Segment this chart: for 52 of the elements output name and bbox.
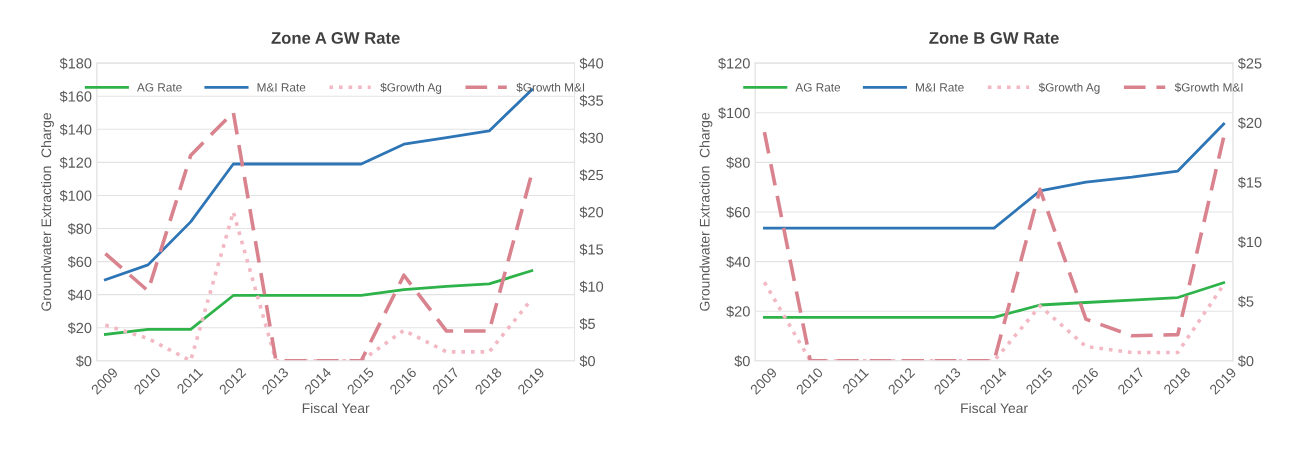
y-tick-label: $80 bbox=[726, 156, 750, 169]
y-tick-label: $100 bbox=[718, 107, 750, 120]
y-tick-label: $120 bbox=[718, 57, 750, 70]
y-tick-label: $140 bbox=[59, 123, 92, 136]
legend-label: M&I Rate bbox=[257, 83, 306, 92]
y-tick-label: $20 bbox=[67, 322, 92, 335]
y2-tick-label: $15 bbox=[579, 243, 604, 256]
x-axis-title: Fiscal Year bbox=[302, 402, 370, 414]
legend-label: $Growth M&I bbox=[516, 82, 585, 93]
line-series bbox=[762, 130, 1226, 361]
y-tick-label: $80 bbox=[67, 222, 92, 235]
y2-tick-label: $35 bbox=[579, 94, 604, 107]
y2-tick-label: $15 bbox=[1237, 176, 1262, 189]
y2-tick-label: $25 bbox=[1237, 57, 1262, 70]
legend-label: $Growth Ag bbox=[1038, 82, 1100, 94]
y2-tick-label: $20 bbox=[579, 206, 604, 219]
line-series bbox=[762, 280, 1226, 361]
y2-tick-label: $0 bbox=[1237, 355, 1254, 368]
y-tick-label: $180 bbox=[59, 57, 92, 70]
legend-label: M&I Rate bbox=[915, 83, 964, 92]
y2-tick-label: $10 bbox=[1237, 236, 1262, 249]
y2-tick-label: $5 bbox=[579, 318, 595, 330]
y-tick-label: $60 bbox=[67, 256, 92, 268]
legend-label: AG Rate bbox=[136, 83, 182, 92]
y-axis-title: Groundwater Extraction Charge bbox=[699, 112, 713, 311]
y-tick-label: $40 bbox=[67, 289, 92, 301]
y-axis-title: Groundwater Extraction Charge bbox=[41, 112, 54, 311]
chart-title: Zone A GW Rate bbox=[271, 32, 400, 44]
line-series bbox=[763, 122, 1226, 230]
legend-label: $Growth Ag bbox=[380, 82, 442, 94]
y-tick-label: $0 bbox=[75, 355, 92, 368]
y2-tick-label: $10 bbox=[579, 280, 604, 293]
y-tick-label: $100 bbox=[59, 189, 92, 202]
legend-label: AG Rate bbox=[795, 83, 841, 92]
y2-tick-label: $25 bbox=[579, 169, 604, 182]
y-tick-label: $120 bbox=[59, 156, 92, 169]
y-tick-label: $20 bbox=[726, 305, 750, 318]
x-axis-title: Fiscal Year bbox=[961, 402, 1028, 414]
y2-tick-label: $40 bbox=[579, 57, 604, 70]
legend-label: $Growth M&I bbox=[1174, 82, 1243, 93]
y2-tick-label: $5 bbox=[1237, 295, 1254, 308]
line-series bbox=[103, 110, 534, 361]
y2-tick-label: $0 bbox=[579, 355, 596, 368]
chart-title: Zone B GW Rate bbox=[929, 32, 1059, 44]
line-series bbox=[763, 281, 1226, 319]
y-tick-label: $60 bbox=[726, 206, 750, 219]
y-tick-label: $40 bbox=[726, 256, 750, 268]
y2-tick-label: $30 bbox=[579, 132, 604, 144]
y-tick-label: $160 bbox=[59, 90, 92, 103]
y-tick-label: $0 bbox=[734, 355, 750, 368]
y2-tick-label: $20 bbox=[1237, 117, 1262, 129]
line-series bbox=[103, 269, 534, 336]
